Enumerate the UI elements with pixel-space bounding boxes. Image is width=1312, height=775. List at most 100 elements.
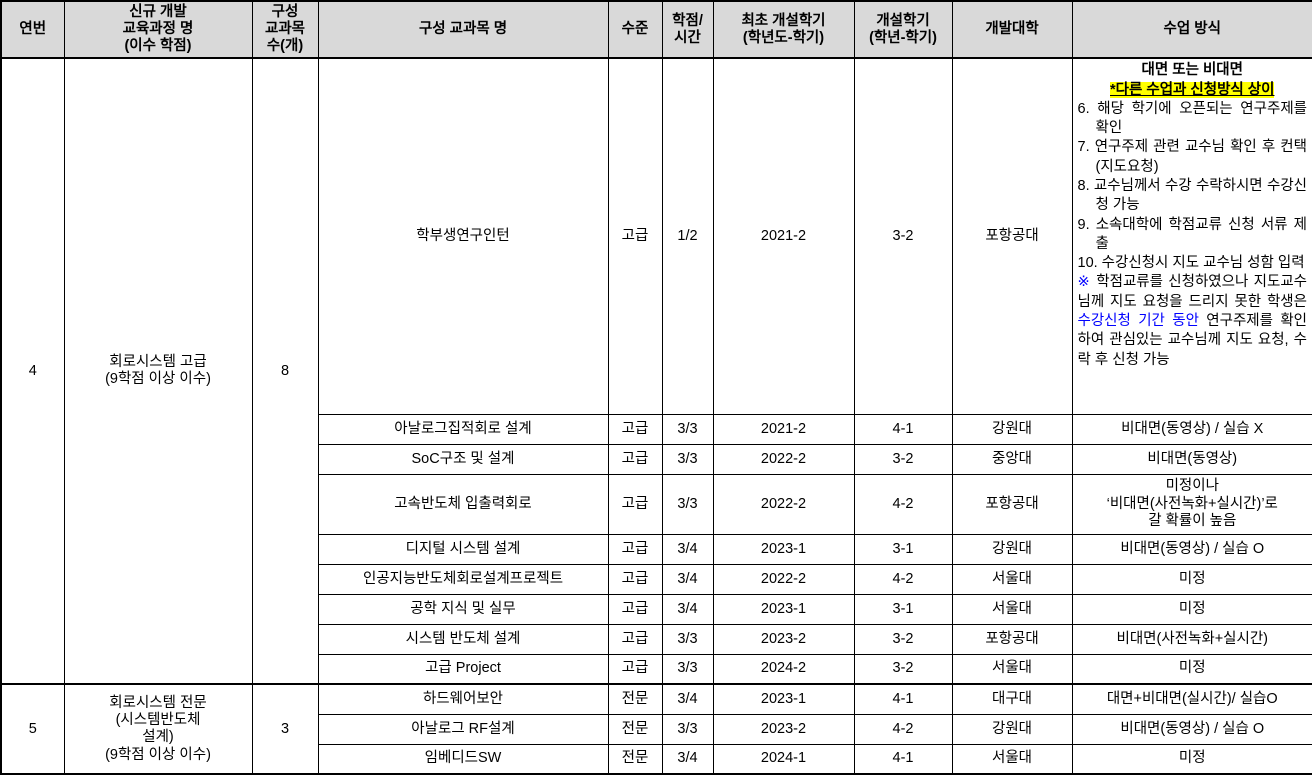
cell-subject-count: 8 xyxy=(251,57,319,685)
cell-credit-hours: 3/4 xyxy=(661,533,714,565)
cell-first-term: 2023-2 xyxy=(712,713,855,745)
cell-level: 고급 xyxy=(607,593,663,625)
cell-term: 4-2 xyxy=(853,713,953,745)
cell-first-term: 2023-1 xyxy=(712,593,855,625)
course-row: 5 회로시스템 전문 (시스템반도체 설계) (9학점 이상 이수) 3 하드웨어보안… xyxy=(0,683,1312,775)
cell-level: 전문 xyxy=(607,743,663,775)
header-level: 수준 xyxy=(607,0,663,60)
cell-first-term: 2024-1 xyxy=(712,743,855,775)
table-body: 4 회로시스템 고급 (9학점 이상 이수) 8 학부생연구인턴 고급 1/2 2021-2… xyxy=(0,57,1312,775)
cell-university: 포항공대 xyxy=(951,623,1073,655)
cell-method: 미정 xyxy=(1071,563,1312,595)
cell-term: 3-2 xyxy=(853,443,953,475)
cell-university: 대구대 xyxy=(951,683,1073,715)
cell-term: 4-1 xyxy=(853,413,953,445)
course-row: 아날로그집적회로 설계 고급 3/3 2021-2 4-1 강원대 비대면(동영상) / 실… xyxy=(1,413,1312,445)
cell-term: 3-1 xyxy=(853,593,953,625)
cell-level: 고급 xyxy=(607,533,663,565)
method-highlight-line: *다른 수업과 신청방식 상이 xyxy=(1078,81,1308,100)
method-note-text-before: 학점교류를 신청하였으나 지도교수님께 지도 요청을 드리지 못한 학생은 xyxy=(1077,274,1308,310)
cell-subject-name: 하드웨어보안 xyxy=(317,683,609,715)
cell-credit-hours: 3/3 xyxy=(661,473,714,535)
method-note-marker: ※ xyxy=(1077,274,1091,291)
cell-subject-name: 임베디드SW xyxy=(317,743,609,775)
cell-term: 3-2 xyxy=(853,623,953,655)
cell-credit-hours: 3/4 xyxy=(661,683,714,715)
cell-credit-hours: 3/4 xyxy=(661,593,714,625)
cell-level: 고급 xyxy=(607,413,663,445)
cell-level: 고급 xyxy=(607,653,663,685)
cell-first-term: 2022-2 xyxy=(712,473,855,535)
cell-first-term: 2023-1 xyxy=(712,683,855,715)
header-university: 개발대학 xyxy=(951,0,1073,60)
cell-level: 전문 xyxy=(607,683,663,715)
cell-term: 4-2 xyxy=(853,473,953,535)
cell-level: 전문 xyxy=(607,713,663,745)
cell-first-term: 2021-2 xyxy=(712,413,855,445)
cell-subject-name: 공학 지식 및 실무 xyxy=(317,593,609,625)
cell-term: 3-2 xyxy=(853,57,953,415)
header-row: 연번 신규 개발 교육과정 명 (이수 학점) 구성 교과목 수(개) 구성 교… xyxy=(0,0,1312,60)
cell-level: 고급 xyxy=(607,563,663,595)
method-step: 7. 연구주제 관련 교수님 확인 후 컨택(지도요청) xyxy=(1077,139,1308,175)
cell-credit-hours: 3/4 xyxy=(661,563,714,595)
cell-method: 대면+비대면(실시간)/ 실습O xyxy=(1071,683,1312,715)
cell-first-term: 2023-2 xyxy=(712,623,855,655)
header-term: 개설학기 (학년-학기) xyxy=(853,0,953,60)
cell-level: 고급 xyxy=(607,57,663,415)
course-row: 시스템 반도체 설계 고급 3/3 2023-2 3-2 포항공대 비대면(사전녹화+실시간… xyxy=(1,623,1312,655)
cell-credit-hours: 3/4 xyxy=(661,743,714,775)
cell-subject-name: 고급 Project xyxy=(317,653,609,685)
cell-university: 강원대 xyxy=(951,713,1073,745)
cell-program-name: 회로시스템 고급 (9학점 이상 이수) xyxy=(63,57,253,685)
cell-credit-hours: 3/3 xyxy=(661,443,714,475)
cell-term: 4-2 xyxy=(853,563,953,595)
course-row: 인공지능반도체회로설계프로젝트 고급 3/4 2022-2 4-2 서울대 미정 xyxy=(1,563,1312,595)
header-subject-count: 구성 교과목 수(개) xyxy=(251,0,319,60)
cell-first-term: 2022-2 xyxy=(712,443,855,475)
cell-credit-hours: 3/3 xyxy=(661,623,714,655)
cell-first-term: 2023-1 xyxy=(712,533,855,565)
cell-credit-hours: 3/3 xyxy=(661,713,714,745)
method-note-text-after: 연구주제를 확인하여 관심있는 교수님께 지도 요청, 수락 후 신청 가능 xyxy=(1077,312,1308,368)
cell-method: 비대면(동영상) / 실습 O xyxy=(1071,533,1312,565)
cell-university: 포항공대 xyxy=(951,57,1073,415)
cell-credit-hours: 3/3 xyxy=(661,653,714,685)
cell-method: 미정이나 ‘비대면(사전녹화+실시간)’로 갈 확률이 높음 xyxy=(1071,473,1312,535)
cell-serial: 4 xyxy=(0,57,65,685)
cell-first-term: 2021-2 xyxy=(712,57,855,415)
cell-level: 고급 xyxy=(607,473,663,535)
cell-term: 4-1 xyxy=(853,683,953,715)
course-row: 고속반도체 입출력회로 고급 3/3 2022-2 4-2 포항공대 미정이나 ‘비대면(사… xyxy=(1,473,1312,535)
course-row: SoC구조 및 설계 고급 3/3 2022-2 3-2 중앙대 비대면(동영상) xyxy=(1,443,1312,475)
cell-first-term: 2024-2 xyxy=(712,653,855,685)
cell-subject-name: 시스템 반도체 설계 xyxy=(317,623,609,655)
cell-subject-name: 인공지능반도체회로설계프로젝트 xyxy=(317,563,609,595)
cell-university: 중앙대 xyxy=(951,443,1073,475)
cell-university: 서울대 xyxy=(951,653,1073,685)
cell-subject-name: 디지털 시스템 설계 xyxy=(317,533,609,565)
header-serial: 연번 xyxy=(0,0,65,60)
course-row: 디지털 시스템 설계 고급 3/4 2023-1 3-1 강원대 비대면(동영상) / 실습… xyxy=(1,533,1312,565)
method-step: 6. 해당 학기에 오픈되는 연구주제를 확인 xyxy=(1077,100,1308,137)
cell-university: 서울대 xyxy=(951,593,1073,625)
cell-subject-name: SoC구조 및 설계 xyxy=(317,443,609,475)
table-header: 연번 신규 개발 교육과정 명 (이수 학점) 구성 교과목 수(개) 구성 교… xyxy=(0,0,1312,60)
cell-method-detail: 대면 또는 비대면 *다른 수업과 신청방식 상이 6. 해당 학기에 오픈되는 연… xyxy=(1071,57,1312,415)
cell-term: 4-1 xyxy=(853,743,953,775)
method-step: 9. 소속대학에 학점교류 신청 서류 제출 xyxy=(1077,216,1308,252)
course-row: 공학 지식 및 실무 고급 3/4 2023-1 3-1 서울대 미정 xyxy=(1,593,1312,625)
cell-subject-name: 아날로그 RF설계 xyxy=(317,713,609,745)
course-row: 아날로그 RF설계 전문 3/3 2023-2 4-2 강원대 비대면(동영상) / 실습 … xyxy=(1,713,1312,745)
cell-method: 미정 xyxy=(1071,593,1312,625)
method-note-blue-text: 수강신청 기간 동안 xyxy=(1077,312,1199,329)
method-highlight-text: *다른 수업과 신청방식 상이 xyxy=(1110,81,1275,98)
cell-credit-hours: 3/3 xyxy=(661,413,714,445)
method-step: 8. 교수님께서 수강 수락하시면 수강신청 가능 xyxy=(1077,178,1308,214)
header-subject-name: 구성 교과목 명 xyxy=(317,0,609,60)
course-row: 4 회로시스템 고급 (9학점 이상 이수) 8 학부생연구인턴 고급 1/2 2021-2… xyxy=(0,57,1312,685)
cell-method: 비대면(동영상) / 실습 X xyxy=(1071,413,1312,445)
cell-level: 고급 xyxy=(607,443,663,475)
